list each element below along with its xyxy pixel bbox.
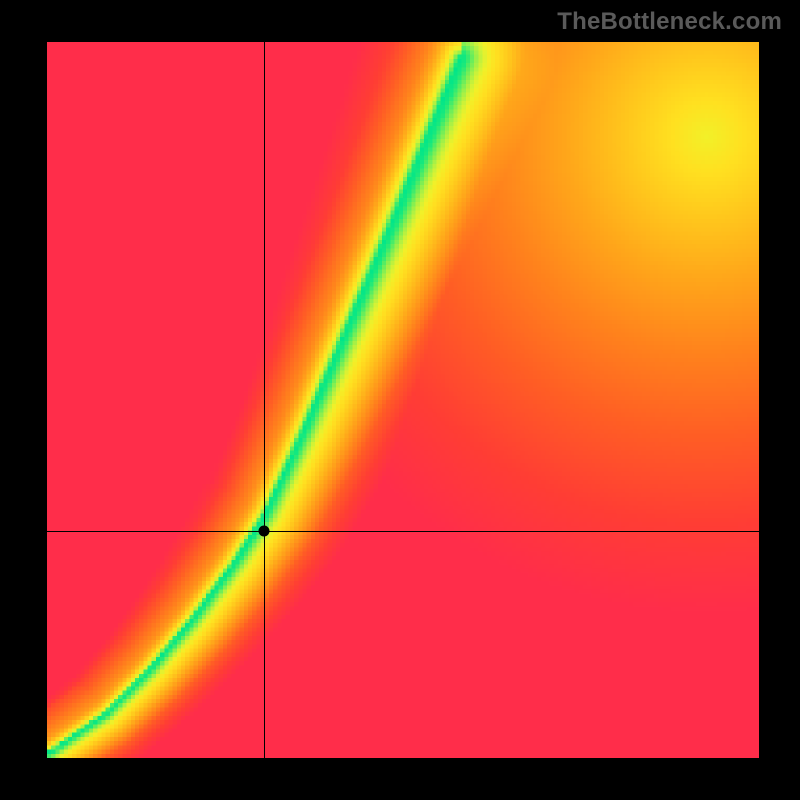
crosshair-vertical — [264, 42, 265, 758]
heatmap-plot — [47, 42, 759, 758]
watermark-text: TheBottleneck.com — [557, 8, 782, 36]
crosshair-marker-dot — [259, 526, 270, 537]
heatmap-canvas — [47, 42, 759, 758]
crosshair-horizontal — [47, 531, 759, 532]
